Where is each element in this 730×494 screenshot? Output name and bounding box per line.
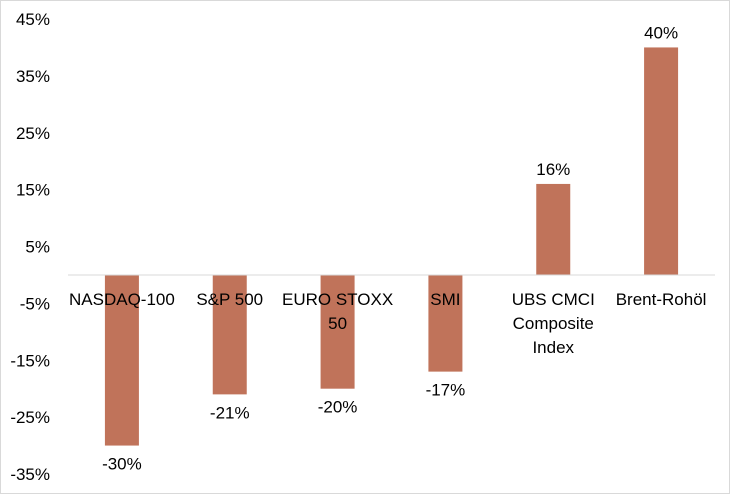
category-label: Brent-Rohöl — [616, 290, 707, 309]
y-tick-label: -25% — [10, 408, 50, 427]
y-tick-label: -5% — [20, 294, 50, 313]
y-tick-label: 35% — [16, 67, 50, 86]
y-tick-label: 15% — [16, 181, 50, 200]
data-labels: -30% -21% -20% -17% 16% 40% — [102, 23, 678, 473]
y-tick-label: 25% — [16, 124, 50, 143]
y-tick-label: -15% — [10, 351, 50, 370]
category-labels: NASDAQ-100 S&P 500 EURO STOXX 50 SMI UBS CMCI… — [69, 290, 706, 357]
bar — [644, 47, 679, 275]
bar — [320, 274, 355, 389]
data-label: -30% — [102, 455, 142, 474]
category-label: EURO STOXX — [282, 290, 393, 309]
y-tick-label: 5% — [25, 238, 50, 257]
bar — [428, 274, 463, 372]
category-label: NASDAQ-100 — [69, 290, 175, 309]
bar — [536, 183, 571, 275]
data-label: 40% — [644, 23, 678, 42]
bars — [104, 47, 679, 446]
category-label: Composite — [513, 314, 594, 333]
bar — [212, 274, 247, 395]
y-tick-label: -35% — [10, 465, 50, 484]
category-label: SMI — [430, 290, 460, 309]
y-axis-tick-labels: 45% 35% 25% 15% 5% -5% -15% -25% -35% — [10, 10, 50, 484]
data-label: -21% — [210, 403, 250, 422]
data-label: -17% — [426, 381, 466, 400]
category-label: S&P 500 — [196, 290, 263, 309]
bar — [104, 274, 139, 446]
y-tick-label: 45% — [16, 10, 50, 29]
category-label: UBS CMCI — [512, 290, 595, 309]
data-label: -20% — [318, 398, 358, 417]
data-label: 16% — [536, 160, 570, 179]
category-label: 50 — [328, 314, 347, 333]
category-label: Index — [532, 338, 574, 357]
